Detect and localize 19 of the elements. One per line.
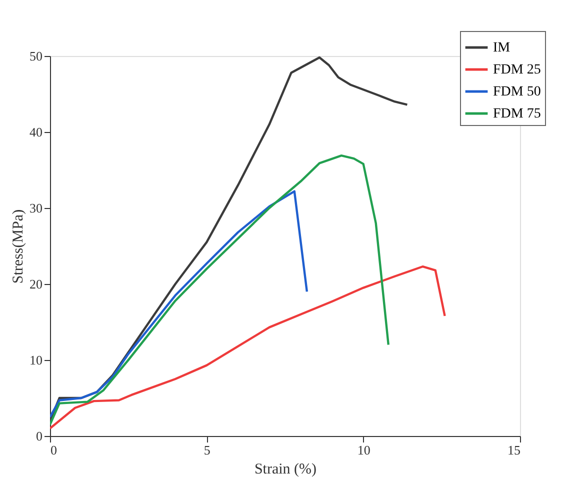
line-series [50,265,446,430]
legend-label: FDM 25 [493,62,541,78]
y-axis-title: Stress(MPa) [10,209,26,284]
y-tick-label: 40 [30,124,42,140]
legend-label: FDM 75 [493,106,541,122]
y-tick-label: 20 [30,276,42,292]
legend-label: FDM 50 [493,84,541,100]
x-tick-label: 5 [204,442,210,458]
line-series [50,154,390,426]
x-axis-title: Strain (%) [254,462,317,478]
y-tick-label: 50 [30,48,42,64]
y-tick-label: 10 [30,352,42,368]
x-tick-label: 15 [508,442,520,458]
y-tick-label: 0 [36,428,42,444]
legend-label: IM [493,40,511,56]
line-series [50,190,308,418]
x-tick-label: 10 [357,442,370,458]
x-tick-label: 0 [50,442,57,458]
y-tick-label: 30 [30,200,42,216]
